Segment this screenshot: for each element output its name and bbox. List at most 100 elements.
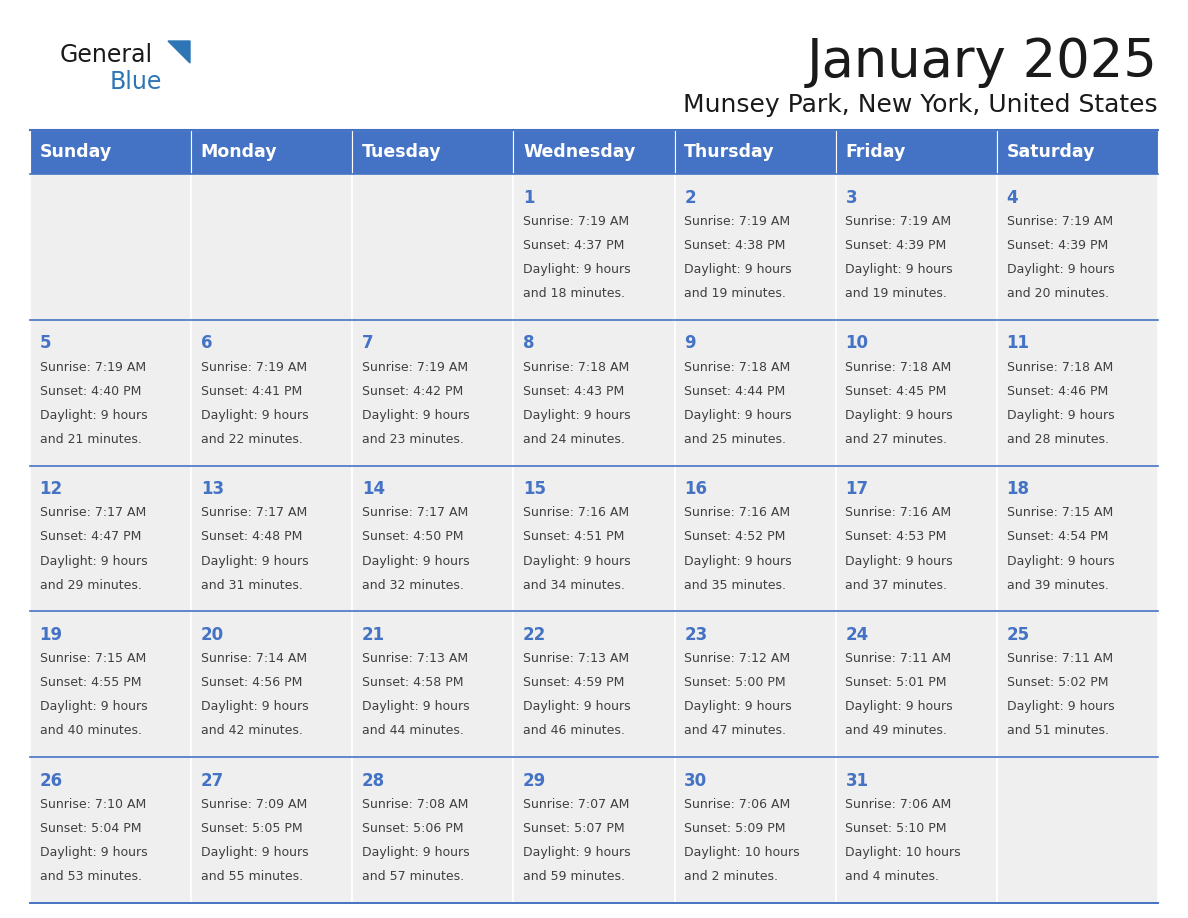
Text: 9: 9 [684,334,696,353]
Text: and 47 minutes.: and 47 minutes. [684,724,786,737]
Text: 22: 22 [523,626,546,644]
Text: Sunset: 4:42 PM: Sunset: 4:42 PM [362,385,463,397]
Text: 6: 6 [201,334,213,353]
Text: Sunrise: 7:16 AM: Sunrise: 7:16 AM [846,507,952,520]
Text: Sunrise: 7:07 AM: Sunrise: 7:07 AM [523,798,630,811]
Bar [191,130,353,174]
Text: and 59 minutes.: and 59 minutes. [523,870,625,883]
Text: Daylight: 9 hours: Daylight: 9 hours [684,263,792,276]
Text: Thursday: Thursday [684,143,775,161]
Text: Daylight: 9 hours: Daylight: 9 hours [1006,263,1114,276]
Bar [675,174,835,319]
Bar [353,319,513,465]
Text: Daylight: 9 hours: Daylight: 9 hours [362,409,469,421]
Text: 4: 4 [1006,188,1018,207]
Text: January 2025: January 2025 [807,36,1158,88]
Bar [513,130,675,174]
Text: Daylight: 9 hours: Daylight: 9 hours [39,700,147,713]
Bar [513,465,675,611]
Text: and 51 minutes.: and 51 minutes. [1006,724,1108,737]
Text: 19: 19 [39,626,63,644]
Text: Daylight: 9 hours: Daylight: 9 hours [201,554,309,567]
Text: and 18 minutes.: and 18 minutes. [523,287,625,300]
Text: Daylight: 9 hours: Daylight: 9 hours [684,554,792,567]
Text: 23: 23 [684,626,708,644]
Text: 1: 1 [523,188,535,207]
Text: 3: 3 [846,188,857,207]
Text: and 29 minutes.: and 29 minutes. [39,578,141,591]
Bar [997,611,1158,757]
Text: Sunrise: 7:10 AM: Sunrise: 7:10 AM [39,798,146,811]
Text: Daylight: 9 hours: Daylight: 9 hours [1006,700,1114,713]
Text: Daylight: 9 hours: Daylight: 9 hours [201,846,309,859]
Text: Sunset: 4:55 PM: Sunset: 4:55 PM [39,677,141,689]
Bar [835,319,997,465]
Text: Sunday: Sunday [39,143,112,161]
Text: Daylight: 9 hours: Daylight: 9 hours [201,409,309,421]
Bar [513,757,675,903]
Bar [513,319,675,465]
Text: Sunset: 5:07 PM: Sunset: 5:07 PM [523,823,625,835]
Bar [191,757,353,903]
Text: Sunrise: 7:19 AM: Sunrise: 7:19 AM [1006,215,1113,228]
Text: Sunset: 5:06 PM: Sunset: 5:06 PM [362,823,463,835]
Bar [353,130,513,174]
Text: Sunset: 4:51 PM: Sunset: 4:51 PM [523,531,625,543]
Text: and 49 minutes.: and 49 minutes. [846,724,947,737]
Text: Daylight: 9 hours: Daylight: 9 hours [846,700,953,713]
Bar [835,465,997,611]
Bar [191,611,353,757]
Bar [30,174,191,319]
Text: Sunset: 4:54 PM: Sunset: 4:54 PM [1006,531,1108,543]
Text: Daylight: 9 hours: Daylight: 9 hours [362,554,469,567]
Bar [997,465,1158,611]
Text: Sunset: 5:02 PM: Sunset: 5:02 PM [1006,677,1108,689]
Bar [675,757,835,903]
Text: Sunrise: 7:15 AM: Sunrise: 7:15 AM [39,652,146,666]
Text: Friday: Friday [846,143,905,161]
Bar [675,465,835,611]
Text: and 44 minutes.: and 44 minutes. [362,724,463,737]
Bar [513,611,675,757]
Text: Sunset: 4:58 PM: Sunset: 4:58 PM [362,677,463,689]
Text: 27: 27 [201,772,225,789]
Text: Daylight: 9 hours: Daylight: 9 hours [846,263,953,276]
Text: Sunrise: 7:06 AM: Sunrise: 7:06 AM [684,798,790,811]
Bar [675,130,835,174]
Text: Daylight: 9 hours: Daylight: 9 hours [684,409,792,421]
Text: Daylight: 9 hours: Daylight: 9 hours [523,846,631,859]
Text: Sunrise: 7:14 AM: Sunrise: 7:14 AM [201,652,307,666]
Text: 15: 15 [523,480,546,498]
Text: Sunrise: 7:17 AM: Sunrise: 7:17 AM [201,507,307,520]
Text: Saturday: Saturday [1006,143,1095,161]
Text: Tuesday: Tuesday [362,143,442,161]
Text: Daylight: 9 hours: Daylight: 9 hours [846,409,953,421]
Text: and 55 minutes.: and 55 minutes. [201,870,303,883]
Bar [835,757,997,903]
Text: 20: 20 [201,626,223,644]
Text: 28: 28 [362,772,385,789]
Text: and 34 minutes.: and 34 minutes. [523,578,625,591]
Text: and 4 minutes.: and 4 minutes. [846,870,940,883]
Text: 18: 18 [1006,480,1030,498]
Text: Sunset: 5:00 PM: Sunset: 5:00 PM [684,677,786,689]
Text: and 25 minutes.: and 25 minutes. [684,432,786,446]
Text: 30: 30 [684,772,707,789]
Text: and 53 minutes.: and 53 minutes. [39,870,141,883]
Text: Daylight: 9 hours: Daylight: 9 hours [523,554,631,567]
Text: Sunset: 4:43 PM: Sunset: 4:43 PM [523,385,625,397]
Text: Daylight: 9 hours: Daylight: 9 hours [39,409,147,421]
Text: 17: 17 [846,480,868,498]
Text: and 28 minutes.: and 28 minutes. [1006,432,1108,446]
Text: Sunset: 4:44 PM: Sunset: 4:44 PM [684,385,785,397]
Text: Daylight: 10 hours: Daylight: 10 hours [846,846,961,859]
Polygon shape [168,41,190,63]
Text: Daylight: 9 hours: Daylight: 9 hours [39,846,147,859]
Text: Sunrise: 7:19 AM: Sunrise: 7:19 AM [684,215,790,228]
Text: Daylight: 10 hours: Daylight: 10 hours [684,846,800,859]
Text: 21: 21 [362,626,385,644]
Text: and 24 minutes.: and 24 minutes. [523,432,625,446]
Text: 24: 24 [846,626,868,644]
Text: Daylight: 9 hours: Daylight: 9 hours [362,700,469,713]
Bar [30,319,191,465]
